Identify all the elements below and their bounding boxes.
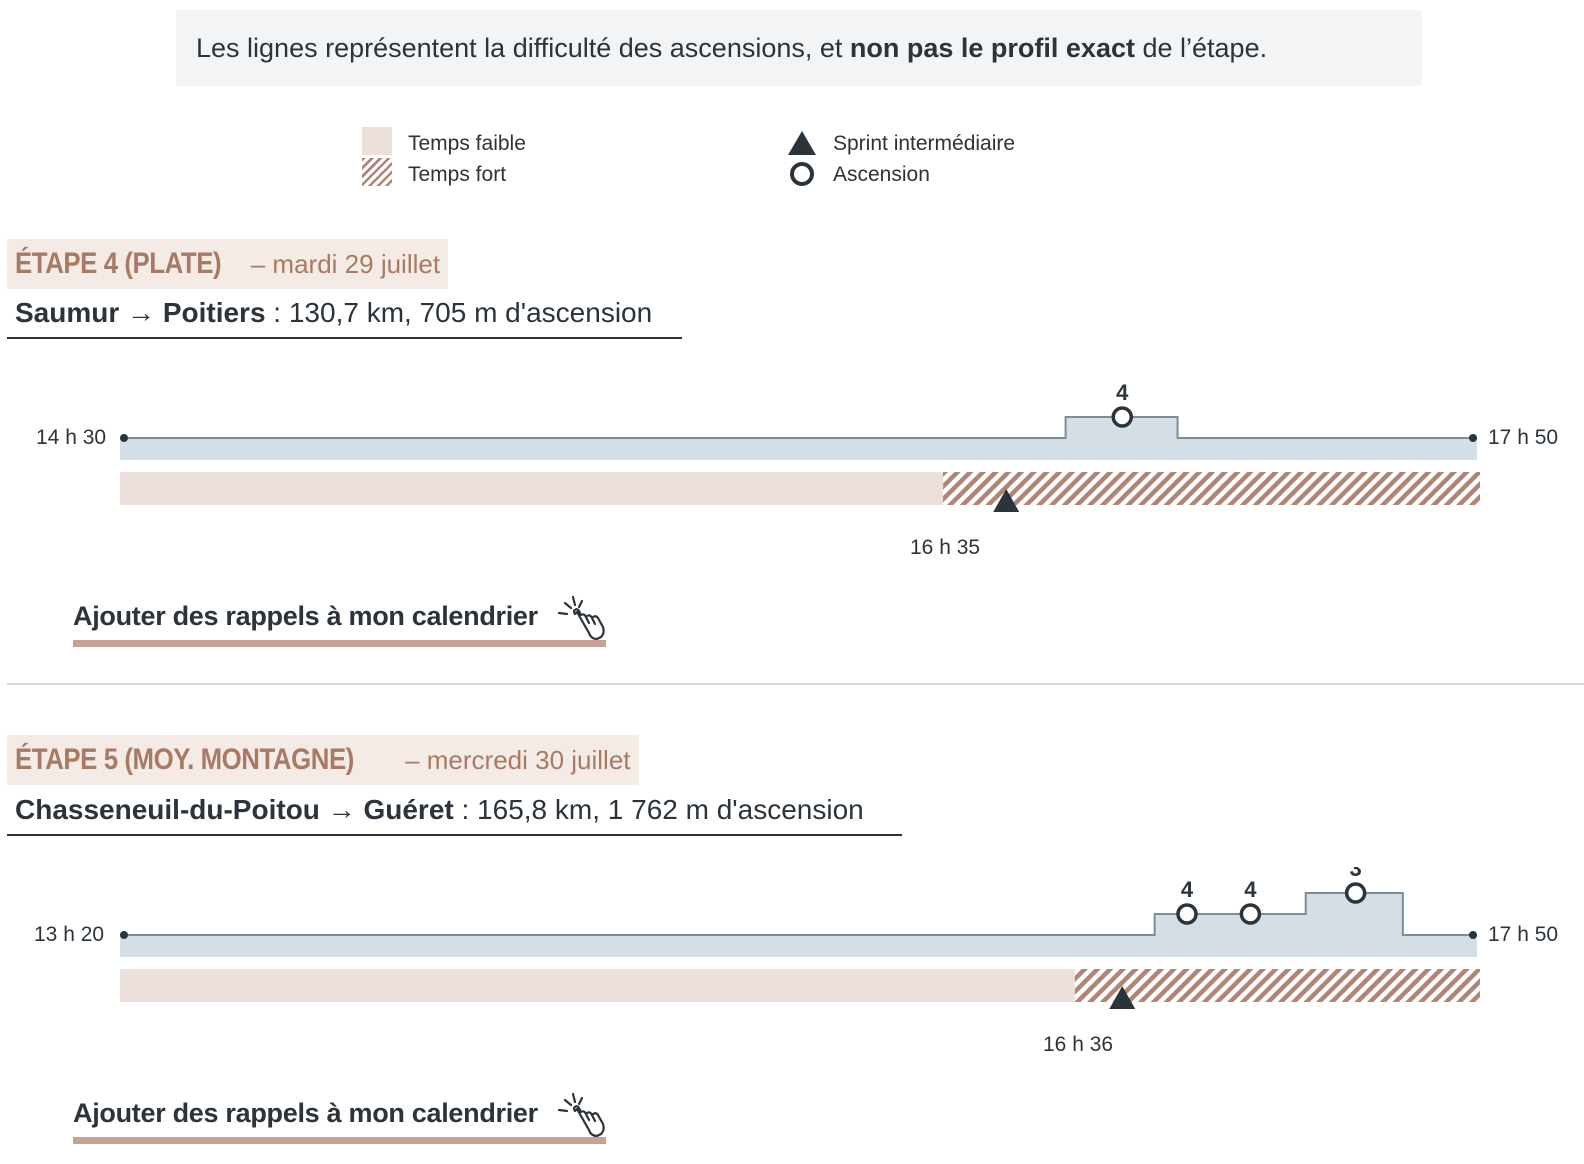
- stage-4-calendar-button[interactable]: Ajouter des rappels à mon calendrier: [73, 591, 606, 647]
- pointer-click-icon: [557, 1092, 605, 1138]
- stage-5-route: Chasseneuil-du-Poitou → Guéret : 165,8 k…: [7, 794, 902, 836]
- legend-sprint: Sprint intermédiaire: [833, 132, 1016, 155]
- ascension-circle-icon: [790, 162, 814, 186]
- climb-category-label: 4: [1116, 380, 1129, 405]
- temps-faible-bar: [120, 472, 944, 505]
- legend-temps-faible: Temps faible: [408, 132, 526, 155]
- sprint-triangle-icon: [788, 131, 816, 155]
- stage-4-route: Saumur → Poitiers : 130,7 km, 705 m d'as…: [7, 297, 682, 339]
- stage-5-title: ÉTAPE 5 (MOY. MONTAGNE): [15, 743, 354, 776]
- end-dot: [1469, 434, 1477, 442]
- stage-5-date: – mercredi 30 juillet: [405, 744, 631, 775]
- climb-category-label: 3: [1350, 867, 1362, 881]
- legend-ascension: Ascension: [833, 163, 930, 186]
- pointer-click-icon: [557, 595, 605, 641]
- climb-category-label: 4: [1244, 877, 1257, 902]
- legend-temps-fort: Temps fort: [408, 163, 507, 186]
- stage-5-strong-time: 16 h 36: [1043, 1033, 1114, 1056]
- stage-5-tag: ÉTAPE 5 (MOY. MONTAGNE) – mercredi 30 ju…: [7, 735, 639, 785]
- temps-fort-bar: [1074, 969, 1480, 1002]
- stage-4-date: – mardi 29 juillet: [250, 248, 441, 279]
- temps-faible-bar: [120, 969, 1075, 1002]
- climb-marker: [1239, 903, 1262, 925]
- temps-fort-bar: [943, 472, 1480, 505]
- stage-4-tag: ÉTAPE 4 (PLATE) – mardi 29 juillet: [7, 239, 449, 289]
- stage-5-calendar-button[interactable]: Ajouter des rappels à mon calendrier: [73, 1088, 606, 1144]
- climb-marker: [1111, 406, 1134, 428]
- profile-line: [124, 892, 1473, 936]
- start-dot: [120, 434, 128, 442]
- stage-4-strong-time: 16 h 35: [910, 536, 981, 559]
- temps-faible-swatch: [362, 127, 392, 155]
- end-dot: [1469, 931, 1477, 939]
- disclaimer-note: Les lignes représentent la difficulté de…: [176, 10, 1422, 86]
- stage-5-end-time: 17 h 50: [1488, 923, 1559, 946]
- calendar-button-label: Ajouter des rappels à mon calendrier: [73, 601, 538, 631]
- stage-divider: [7, 683, 1584, 685]
- start-dot: [120, 931, 128, 939]
- stage-4-start-time: 14 h 30: [36, 426, 107, 449]
- climb-marker: [1344, 882, 1367, 904]
- calendar-button-label: Ajouter des rappels à mon calendrier: [73, 1098, 538, 1128]
- temps-fort-swatch: [362, 158, 392, 186]
- sprint-marker: [993, 489, 1020, 512]
- stage-5-start-time: 13 h 20: [34, 923, 105, 946]
- stage-4-title: ÉTAPE 4 (PLATE): [15, 247, 222, 280]
- stage-5-profile-chart: 4 4 3: [120, 867, 1480, 1009]
- climb-category-label: 4: [1181, 877, 1194, 902]
- profile-area: [120, 893, 1477, 957]
- climb-marker: [1176, 903, 1198, 925]
- sprint-marker: [1109, 986, 1136, 1009]
- profile-line: [124, 416, 1473, 439]
- note-text: Les lignes représentent la difficulté de…: [196, 32, 1268, 63]
- stage-4-profile-chart: 4: [120, 380, 1480, 512]
- stage-4-end-time: 17 h 50: [1488, 426, 1559, 449]
